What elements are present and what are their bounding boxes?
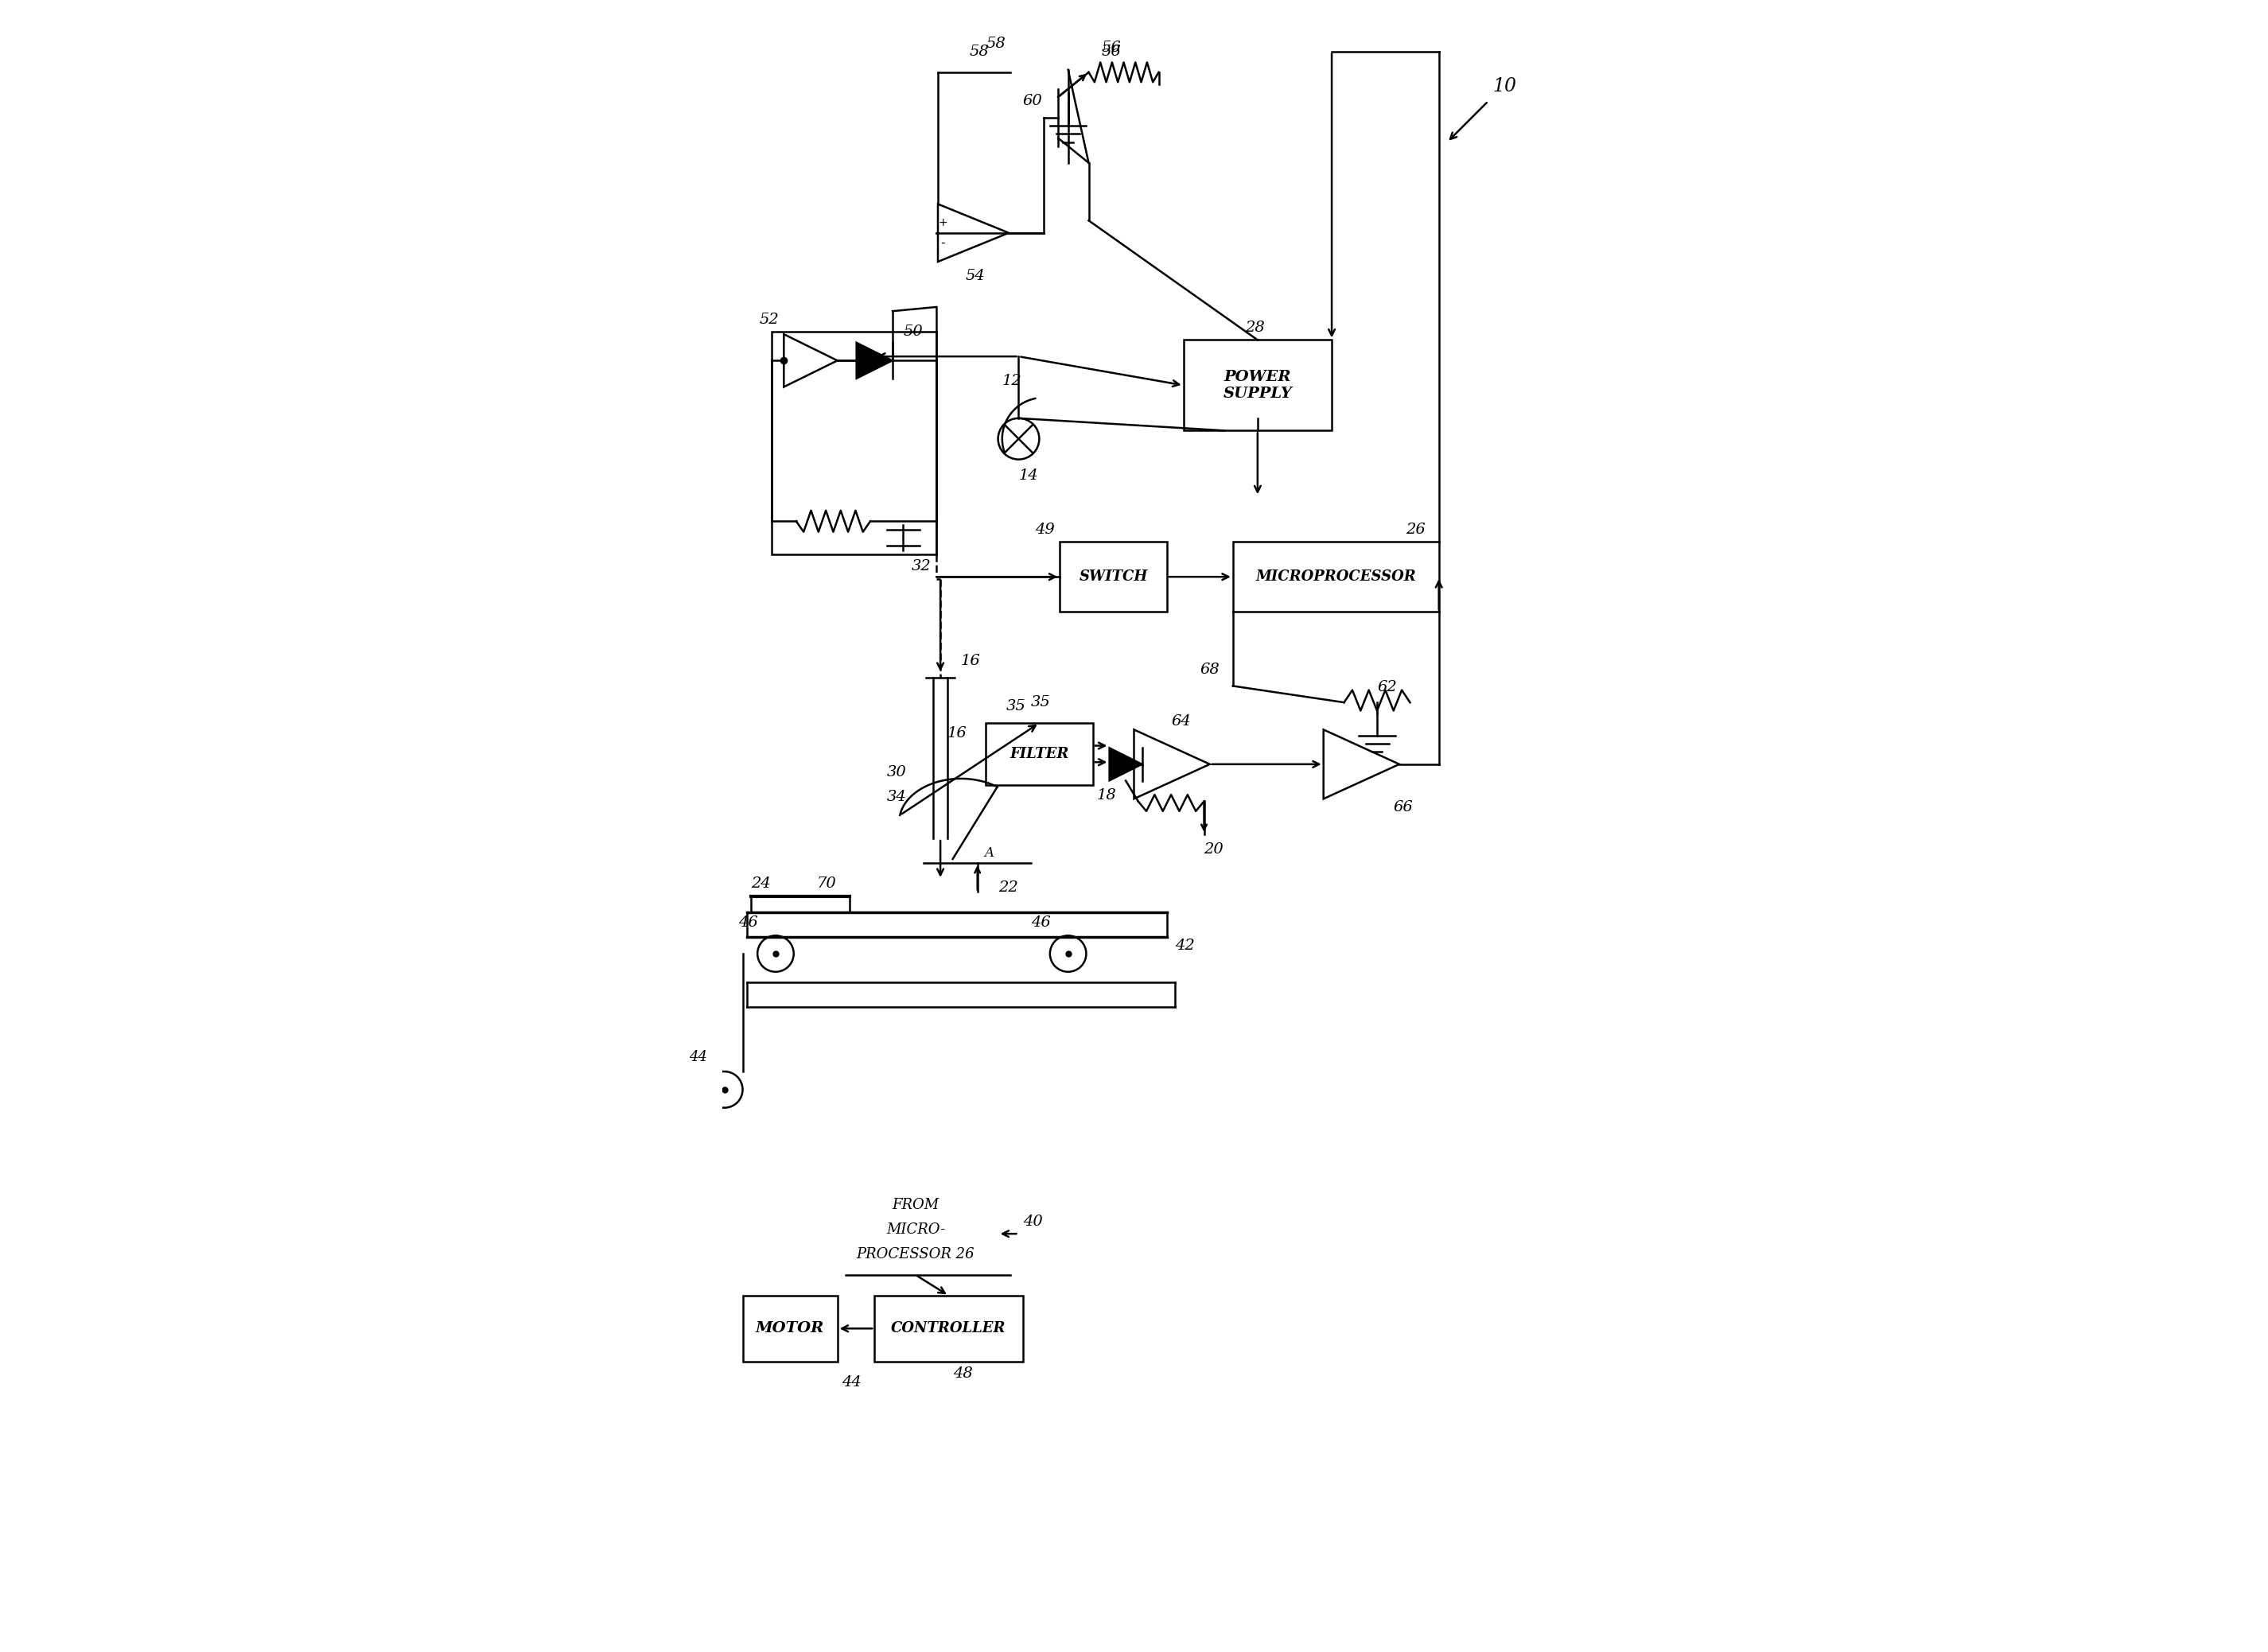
Text: 24: 24: [751, 877, 771, 890]
Text: 12: 12: [1002, 373, 1023, 388]
Text: MICRO-: MICRO-: [887, 1222, 946, 1237]
Text: 34: 34: [887, 790, 907, 805]
Text: 16: 16: [948, 727, 966, 740]
Text: 20: 20: [1204, 843, 1225, 856]
Text: +: +: [939, 218, 948, 228]
Text: 58: 58: [968, 45, 989, 59]
Text: 44: 44: [689, 1049, 708, 1064]
Text: 50: 50: [903, 324, 923, 339]
Text: FILTER: FILTER: [1009, 747, 1068, 762]
Text: PROCESSOR 26: PROCESSOR 26: [857, 1247, 975, 1262]
Text: 44: 44: [841, 1374, 862, 1389]
Text: FROM: FROM: [891, 1198, 939, 1213]
Bar: [1059, 542, 1168, 611]
Text: 30: 30: [887, 765, 907, 780]
Text: 46: 46: [1032, 915, 1050, 930]
Bar: [742, 1295, 837, 1361]
Text: 56: 56: [1100, 40, 1120, 55]
Text: A: A: [984, 846, 993, 859]
Text: 64: 64: [1170, 714, 1191, 729]
Text: 42: 42: [1175, 938, 1195, 953]
Bar: [1234, 542, 1438, 611]
Bar: [771, 332, 937, 553]
Text: 70: 70: [816, 877, 837, 890]
Text: 66: 66: [1393, 800, 1413, 814]
Polygon shape: [1109, 748, 1143, 781]
Text: 32: 32: [912, 560, 932, 573]
Text: 49: 49: [1034, 522, 1055, 537]
Text: CONTROLLER: CONTROLLER: [891, 1322, 1007, 1336]
Text: MICROPROCESSOR: MICROPROCESSOR: [1256, 570, 1415, 583]
Text: 18: 18: [1098, 788, 1116, 803]
Text: 14: 14: [1018, 469, 1039, 482]
Text: -: -: [941, 236, 946, 249]
Text: 22: 22: [998, 881, 1018, 895]
Polygon shape: [857, 342, 894, 378]
Bar: [987, 724, 1093, 785]
Text: 60: 60: [1023, 94, 1043, 109]
Text: 56: 56: [1100, 45, 1120, 59]
Text: 10: 10: [1492, 78, 1517, 96]
Text: 58: 58: [987, 36, 1005, 51]
Text: 54: 54: [966, 269, 984, 282]
Text: MOTOR: MOTOR: [755, 1322, 823, 1336]
Bar: [1184, 340, 1331, 431]
Text: 62: 62: [1377, 681, 1397, 695]
Text: 52: 52: [760, 312, 778, 327]
Text: 16: 16: [962, 654, 980, 669]
Text: 40: 40: [1023, 1214, 1043, 1229]
Text: 28: 28: [1245, 320, 1266, 335]
Text: 48: 48: [953, 1366, 973, 1381]
Text: 35: 35: [1032, 695, 1050, 710]
Text: SWITCH: SWITCH: [1080, 570, 1148, 583]
Bar: [875, 1295, 1023, 1361]
Text: 35: 35: [1007, 699, 1025, 714]
Text: 68: 68: [1200, 662, 1220, 677]
Text: POWER
SUPPLY: POWER SUPPLY: [1222, 370, 1293, 401]
Text: 26: 26: [1406, 522, 1427, 537]
Text: 46: 46: [739, 915, 758, 930]
